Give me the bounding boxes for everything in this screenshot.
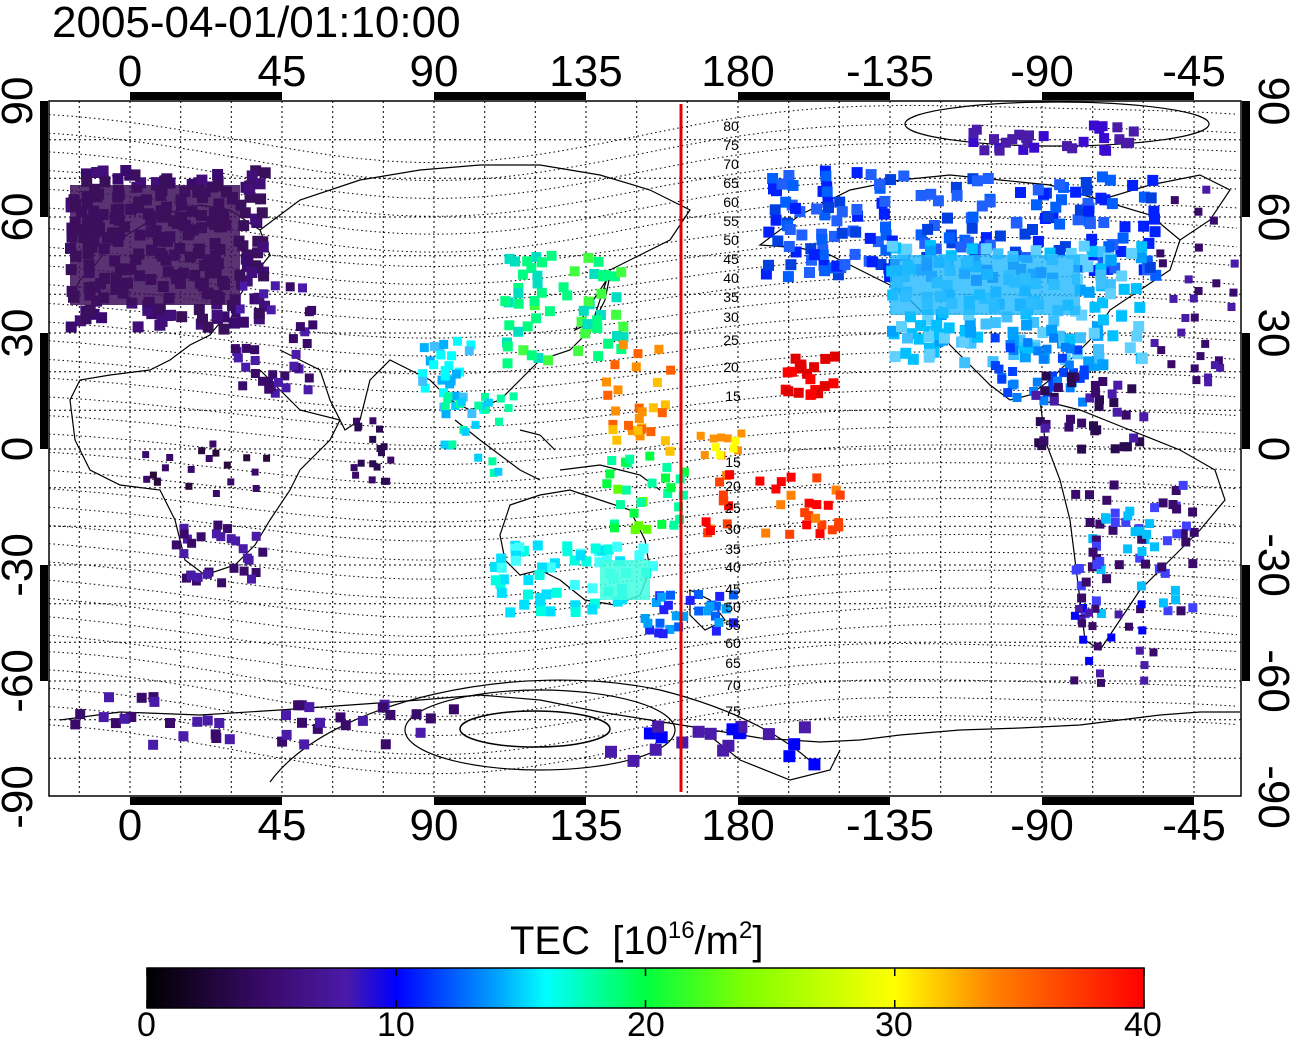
longitude-label-top: -90 xyxy=(1010,47,1074,96)
latitude-label-right: 30 xyxy=(1249,309,1292,358)
latitude-label-left: 90 xyxy=(0,77,42,126)
colorbar-unit-suffix: ] xyxy=(752,919,764,963)
latitude-labels-right: 90 60 30 0 -30 -60 -90 xyxy=(1249,77,1292,829)
contour-label: 40 xyxy=(723,270,739,286)
contour-label: 65 xyxy=(725,655,741,671)
contour-label: 75 xyxy=(723,137,739,153)
latitude-label-left: 0 xyxy=(0,437,42,461)
latitude-label-right: 0 xyxy=(1249,437,1292,461)
latitude-label-left: 30 xyxy=(0,309,42,358)
latitude-label-right: -30 xyxy=(1249,533,1292,597)
contour-label: 25 xyxy=(723,332,739,348)
contour-label: 75 xyxy=(725,703,741,719)
longitude-label-top: 90 xyxy=(410,47,459,96)
colorbar-tick-label: 30 xyxy=(875,1006,913,1044)
longitude-label-bottom: -135 xyxy=(846,801,934,850)
contour-label: 80 xyxy=(723,118,739,134)
colorbar-unit-exponent2: 2 xyxy=(738,917,753,944)
longitude-label-top: 0 xyxy=(118,47,142,96)
frame-tick-bars xyxy=(40,92,1250,805)
contour-label: 15 xyxy=(725,454,741,470)
latitude-label-right: -90 xyxy=(1249,765,1292,829)
contour-label: 30 xyxy=(725,521,741,537)
contour-label: 45 xyxy=(725,581,741,597)
colorbar-unit-exponent: 16 xyxy=(667,917,695,944)
timestamp: 2005-04-01/01:10:00 xyxy=(52,0,461,47)
contour-label: 20 xyxy=(725,478,741,494)
latitude-label-left: -30 xyxy=(0,533,42,597)
tec-data-cells xyxy=(65,120,1239,771)
colorbar-quantity: TEC xyxy=(510,919,590,963)
colorbar-tick-marks xyxy=(146,968,1145,1008)
colorbar-tick-labels: 0 10 20 30 40 xyxy=(0,1005,1292,1055)
colorbar-tick-label: 40 xyxy=(1124,1006,1162,1044)
longitude-label-bottom: -90 xyxy=(1010,801,1074,850)
latitude-label-left: -60 xyxy=(0,649,42,713)
latitude-label-left: 60 xyxy=(0,193,42,242)
colorbar-tick-label: 10 xyxy=(377,1006,415,1044)
contour-label: 25 xyxy=(725,500,741,516)
colorbar-tick-label: 0 xyxy=(137,1006,156,1044)
contour-label: 65 xyxy=(723,175,739,191)
contour-label: 15 xyxy=(725,388,741,404)
contour-label: 45 xyxy=(723,251,739,267)
longitude-labels-top: 0 45 90 135 180 -135 -90 -45 xyxy=(118,47,1226,96)
contour-label: 55 xyxy=(725,617,741,633)
contour-label: 35 xyxy=(723,289,739,305)
longitude-label-top: 180 xyxy=(701,47,774,96)
contour-label: 70 xyxy=(723,156,739,172)
contour-label: 60 xyxy=(725,635,741,651)
colorbar-unit-prefix: [10 xyxy=(612,919,668,963)
longitude-label-top: -135 xyxy=(846,47,934,96)
contour-label: 30 xyxy=(723,309,739,325)
colorbar-title: TEC [1016/m2] xyxy=(510,908,763,964)
contour-label: 40 xyxy=(725,559,741,575)
contour-label: 55 xyxy=(723,213,739,229)
colorbar-unit-mid: /m xyxy=(694,919,739,963)
longitude-label-top: -45 xyxy=(1162,47,1226,96)
contour-label: 35 xyxy=(725,541,741,557)
longitude-label-bottom: 90 xyxy=(410,801,459,850)
longitude-label-bottom: 180 xyxy=(701,801,774,850)
contour-label: 60 xyxy=(723,194,739,210)
latitude-label-right: 90 xyxy=(1249,77,1292,126)
longitude-labels-bottom: 0 45 90 135 180 -135 -90 -45 xyxy=(118,801,1226,850)
longitude-label-top: 135 xyxy=(549,47,622,96)
latitude-labels-left: 90 60 30 0 -30 -60 -90 xyxy=(0,77,42,829)
latitude-label-right: -60 xyxy=(1249,649,1292,713)
contour-label: 70 xyxy=(725,677,741,693)
longitude-label-bottom: 0 xyxy=(118,801,142,850)
longitude-label-bottom: -45 xyxy=(1162,801,1226,850)
contour-labels: 80 75 70 65 60 55 50 45 40 35 30 25 20 15 15 20 25 30 35 40… xyxy=(723,118,741,719)
longitude-label-bottom: 45 xyxy=(258,801,307,850)
latitude-label-right: 60 xyxy=(1249,193,1292,242)
contour-label: 20 xyxy=(723,359,739,375)
longitude-label-top: 45 xyxy=(258,47,307,96)
contour-label: 50 xyxy=(723,232,739,248)
contour-label: 50 xyxy=(725,599,741,615)
colorbar-tick-label: 20 xyxy=(627,1006,665,1044)
latitude-label-left: -90 xyxy=(0,765,42,829)
longitude-label-bottom: 135 xyxy=(549,801,622,850)
